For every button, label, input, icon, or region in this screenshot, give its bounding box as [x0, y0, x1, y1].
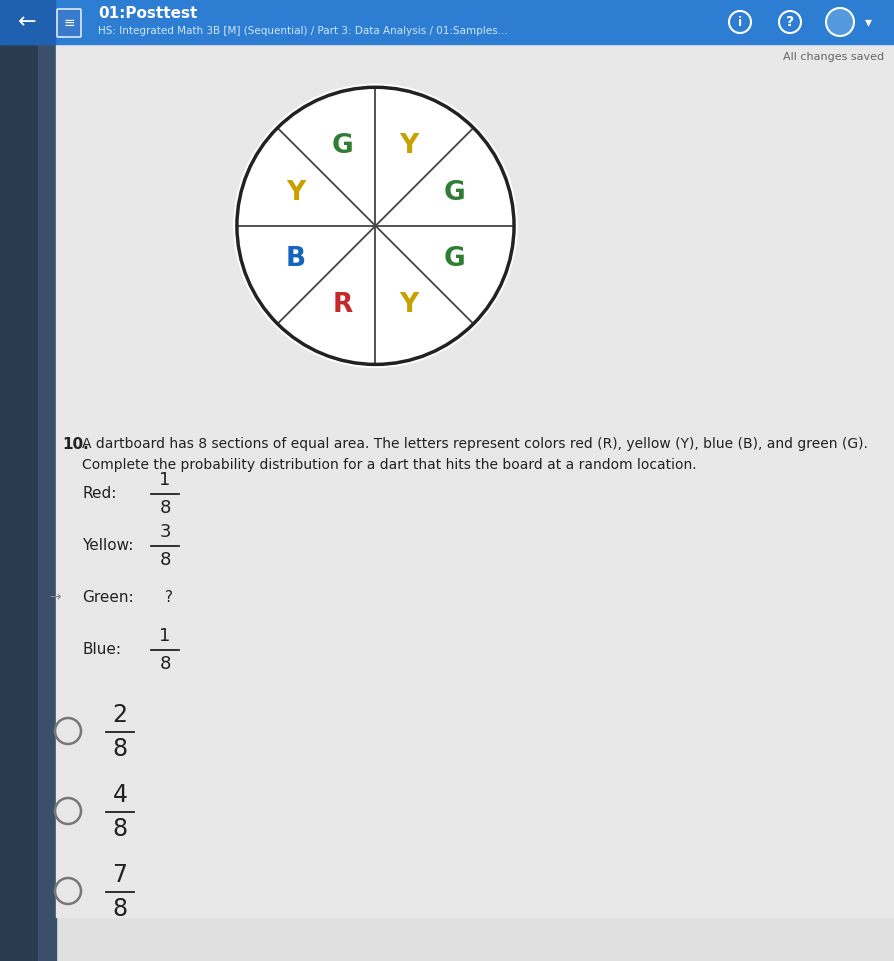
Text: Y: Y: [286, 180, 306, 206]
Text: Y: Y: [399, 292, 418, 318]
Text: 1: 1: [159, 471, 171, 489]
Text: G: G: [444, 246, 466, 272]
Text: 8: 8: [159, 551, 171, 569]
Circle shape: [826, 8, 854, 36]
Text: ≡: ≡: [63, 16, 75, 30]
Text: ▾: ▾: [864, 15, 872, 29]
Text: G: G: [332, 134, 353, 160]
Text: i: i: [738, 15, 742, 29]
Text: ?: ?: [165, 589, 173, 604]
Text: 4: 4: [113, 783, 128, 807]
Bar: [38, 0, 56, 961]
Bar: [0, 0, 38, 961]
Text: Green:: Green:: [82, 589, 133, 604]
Text: 7: 7: [113, 863, 128, 887]
Text: All changes saved: All changes saved: [783, 52, 884, 62]
Text: Complete the probability distribution for a dart that hits the board at a random: Complete the probability distribution fo…: [82, 458, 696, 472]
Text: Red:: Red:: [82, 485, 116, 501]
Text: 2: 2: [113, 703, 128, 727]
Text: Yellow:: Yellow:: [82, 537, 133, 553]
Text: HS: Integrated Math 3B [M] (Sequential) / Part 3: Data Analysis / 01:Samples...: HS: Integrated Math 3B [M] (Sequential) …: [98, 26, 508, 36]
Text: 01:Posttest: 01:Posttest: [98, 6, 198, 20]
Text: R: R: [333, 292, 353, 318]
Text: 8: 8: [159, 499, 171, 517]
Text: 8: 8: [159, 655, 171, 673]
Text: ?: ?: [786, 15, 794, 29]
Text: B: B: [286, 246, 306, 272]
Bar: [0, 0, 55, 44]
Text: A dartboard has 8 sections of equal area. The letters represent colors red (R), : A dartboard has 8 sections of equal area…: [82, 437, 868, 451]
Text: ←: ←: [18, 12, 37, 32]
Text: →: →: [49, 590, 61, 604]
Text: Blue:: Blue:: [82, 642, 121, 656]
Text: 8: 8: [113, 897, 128, 921]
Circle shape: [234, 85, 517, 367]
Text: Y: Y: [399, 134, 418, 160]
Bar: [0, 0, 894, 44]
FancyBboxPatch shape: [57, 9, 81, 37]
Text: 1: 1: [159, 627, 171, 645]
Text: 8: 8: [113, 817, 128, 841]
Text: 10.: 10.: [62, 437, 89, 452]
Text: G: G: [444, 180, 466, 206]
Text: 8: 8: [113, 737, 128, 761]
Text: 3: 3: [159, 523, 171, 541]
